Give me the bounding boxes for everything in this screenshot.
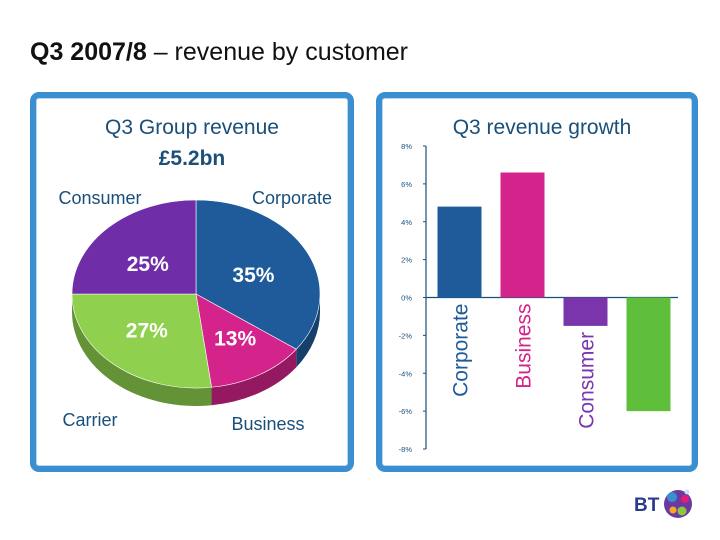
pie-slice-carrier [71,293,212,389]
bar-carrier [626,297,671,412]
bar-business [500,172,545,298]
pie-slice-consumer [71,199,197,295]
pie-category-label-business: Business [231,414,304,434]
pie-category-label-corporate: Corporate [252,188,332,208]
pie-category-labels: Corporate Business Carrier Consumer [58,188,332,434]
bar-title: Q3 revenue growth [453,116,632,139]
bar-corporate [437,206,482,298]
slide-title-period: Q3 2007/8 [30,38,147,66]
pie-slice-side-corporate [296,294,320,368]
y-axis: 8% 6% 4% 2% 0% -2% -4% -6% -8% [399,142,678,454]
y-tick-label: 0% [401,294,412,303]
bar-label-carrier: Carrier [639,417,662,466]
bar-category-labels: Corporate Business Consumer Carrier [450,304,662,482]
pie-slices [71,199,321,389]
pie-value-label-corporate: 35% [232,264,274,287]
pie-category-label-carrier: Carrier [62,410,117,430]
y-tick-label: -6% [399,407,413,416]
bar-label-consumer: Consumer [576,332,599,429]
pie-value-label-business: 13% [214,328,256,351]
revenue-growth-panel: Q3 revenue growth 8% 6% 4% 2% 0% -2% -4% -6% -8%… [376,92,698,482]
pie-value-label-carrier: 27% [126,320,168,343]
pie-subtitle: £5.2bn [159,147,226,170]
pie-slice-business [195,293,297,388]
pie-title: Q3 Group revenue [105,116,279,139]
y-tick-label: -4% [399,369,413,378]
bt-globe-icon: BT [634,489,692,518]
bar-label-corporate: Corporate [450,304,473,397]
slide-title: Q3 2007/8 – revenue by customer [30,38,408,67]
bars [437,172,671,412]
pie-value-labels: 35% 13% 27% 25% [126,253,275,350]
y-tick-label: -2% [399,331,413,340]
y-tick-label: -8% [399,445,413,454]
pie-category-label-consumer: Consumer [58,188,141,208]
pie-slice-side-carrier [72,294,212,406]
revenue-growth-bar-chart: Q3 revenue growth 8% 6% 4% 2% 0% -2% -4% -6% -8%… [399,116,678,482]
bar-label-business: Business [513,304,536,389]
bt-logo: BT [632,484,696,524]
y-tick-label: 6% [401,180,412,189]
bt-logo-text: BT [634,495,660,516]
pie-slice-corporate [195,199,321,350]
group-revenue-panel: Q3 Group revenue £5.2bn 35% 13% 27% 25% Cor… [30,92,354,472]
y-tick-label: 2% [401,256,412,265]
y-tick-label: 4% [401,218,412,227]
bar-consumer [563,297,608,326]
slide-title-text: – revenue by customer [146,38,409,66]
y-tick-label: 8% [401,142,412,151]
group-revenue-pie-chart: Q3 Group revenue £5.2bn 35% 13% 27% 25% Cor… [58,116,332,434]
pie-value-label-consumer: 25% [127,253,169,276]
